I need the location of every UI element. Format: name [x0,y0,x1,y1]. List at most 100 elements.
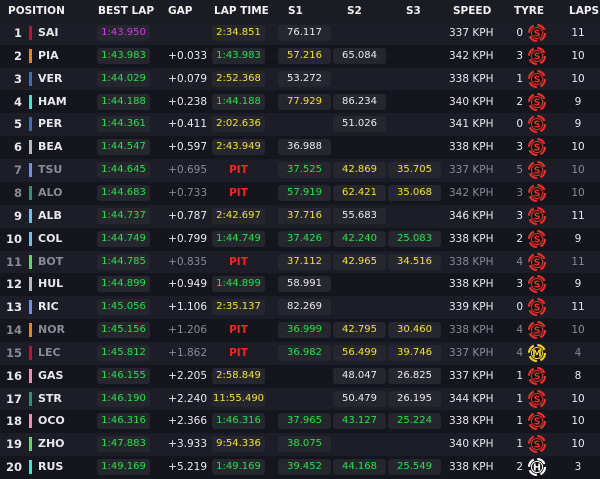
team-color-bar [29,254,32,269]
timing-row[interactable]: 11 BOT 1:44.785 +0.835 PIT 37.112 42.965… [0,250,600,274]
last-lap-time: 2:43.949 [212,139,265,156]
sector-2-time: 42.795 [333,322,386,339]
timing-row[interactable]: 4 HAM 1:44.188 +0.238 1:44.188 77.929 86… [0,90,600,114]
timing-row[interactable]: 3 VER 1:44.029 +0.079 2:52.368 53.272 33… [0,67,600,91]
tyre-compound-icon: S [528,412,546,431]
tyre-compound-icon: S [528,115,546,134]
timing-row[interactable]: 12 HUL 1:44.899 +0.949 1:44.899 58.991 3… [0,273,600,297]
team-color-bar [29,26,32,40]
timing-row[interactable]: 14 NOR 1:45.156 +1.206 PIT 36.999 42.795… [0,319,600,342]
gap-to-leader: +0.695 [168,164,207,177]
driver-code: BOT [38,254,64,268]
sector-2-time: 62.421 [333,184,386,201]
timing-row[interactable]: 13 RIC 1:45.056 +1.106 2:35.137 82.269 3… [0,296,600,319]
timing-row[interactable]: 20 RUS 1:49.169 +5.219 1:49.169 39.452 4… [0,456,600,479]
speed-trap: 346 KPH [449,209,494,222]
tyre-compound-icon: S [528,24,546,42]
team-color-bar [29,391,32,406]
pit-stop-count: 1 [516,415,523,428]
last-lap-time: 1:44.749 [212,230,265,247]
best-lap-time: 1:47.883 [97,436,150,453]
sector-3-time: 25.549 [388,459,441,476]
timing-row[interactable]: 16 GAS 1:46.155 +2.205 2:58.849 48.047 2… [0,364,600,388]
position-number: 13 [5,300,22,315]
sector-1-time: 37.716 [278,207,331,224]
gap-to-leader [155,22,207,45]
speed-trap: 338 KPH [449,141,494,154]
sector-1-time: 36.999 [278,322,331,339]
laps-completed: 10 [571,324,585,337]
timing-row[interactable]: 15 LEC 1:45.812 +1.862 PIT 36.982 56.499… [0,341,600,365]
svg-text:S: S [534,303,541,314]
team-color-bar [29,231,32,246]
timing-row[interactable]: 9 ALB 1:44.737 +0.787 2:42.697 37.716 55… [0,204,600,228]
driver-code: BEA [38,140,63,154]
timing-row[interactable]: 17 STR 1:46.190 +2.240 11:55.490 50.479 … [0,387,600,411]
tyre-compound-icon: S [528,183,546,202]
sector-3-time: 35.705 [388,162,441,179]
header-lap-time: LAP TIME [214,5,269,17]
laps-completed: 10 [571,415,585,428]
driver-code: RIC [38,300,59,314]
timing-row[interactable]: 8 ALO 1:44.683 +0.733 PIT 57.919 62.421 … [0,181,600,205]
timing-row[interactable]: 5 PER 1:44.361 +0.411 2:02.636 51.026 34… [0,113,600,137]
svg-text:S: S [534,189,541,200]
laps-completed: 9 [574,278,582,291]
team-color-bar [29,163,32,178]
laps-completed: 10 [571,186,585,199]
svg-text:S: S [534,417,541,428]
timing-row[interactable]: 19 ZHO 1:47.883 +3.933 9:54.336 38.075 3… [0,433,600,457]
svg-text:S: S [534,143,541,154]
driver-code: RUS [38,460,64,474]
position-number: 15 [5,345,22,360]
sector-2-time: 51.026 [333,116,386,133]
gap-to-leader: +1.106 [168,301,207,314]
sector-1-time: 53.272 [278,70,331,87]
last-lap-time: PIT [229,164,248,177]
sector-1-time: 82.269 [278,299,331,316]
pit-stop-count: 3 [516,49,523,62]
sector-2-time: 42.240 [333,230,386,247]
gap-to-leader: +0.079 [168,72,207,85]
best-lap-time: 1:44.683 [97,184,150,201]
driver-code: NOR [38,323,66,337]
sector-1-time: 77.929 [278,93,331,110]
driver-code: HUL [38,277,64,291]
team-color-bar [29,460,32,475]
header-s2: S2 [347,5,362,17]
best-lap-time: 1:46.316 [97,413,150,430]
header-gap: GAP [168,5,193,17]
driver-code: ZHO [38,437,65,451]
best-lap-time: 1:44.737 [97,207,150,224]
speed-trap: 338 KPH [449,324,494,337]
position-number: 4 [13,94,22,109]
timing-row[interactable]: 18 OCO 1:46.316 +2.366 1:46.316 37.965 4… [0,410,600,434]
timing-row[interactable]: 6 BEA 1:44.547 +0.597 2:43.949 36.988 33… [0,136,600,160]
timing-row[interactable]: 7 TSU 1:44.645 +0.695 PIT 37.525 42.869 … [0,159,600,182]
sector-3-time: 39.746 [388,344,441,361]
position-number: 14 [5,323,22,338]
position-number: 9 [13,208,22,223]
best-lap-time: 1:44.899 [97,276,150,293]
best-lap-time: 1:49.169 [97,459,150,476]
position-number: 20 [5,460,22,475]
laps-completed: 10 [571,49,585,62]
driver-code: OCO [38,414,65,428]
laps-completed: 10 [571,392,585,405]
speed-trap: 344 KPH [449,392,494,405]
timing-row[interactable]: 2 PIA 1:43.983 +0.033 1:43.983 57.216 65… [0,44,600,68]
position-number: 10 [5,231,22,246]
position-number: 2 [13,48,22,63]
team-color-bar [29,345,32,360]
pit-stop-count: 3 [516,186,523,199]
laps-completed: 10 [571,141,585,154]
sector-3-time: 25.224 [388,413,441,430]
timing-row[interactable]: 10 COL 1:44.749 +0.799 1:44.749 37.426 4… [0,227,600,251]
timing-row[interactable]: 1 SAI 1:43.950 2:34.851 76.117 337 KPH 0… [0,22,600,45]
driver-code: GAS [38,368,64,382]
best-lap-time: 1:43.983 [97,47,150,64]
tyre-compound-icon: S [528,389,546,408]
laps-completed: 10 [571,72,585,85]
last-lap-time: 1:44.188 [212,93,265,110]
team-color-bar [29,437,32,452]
